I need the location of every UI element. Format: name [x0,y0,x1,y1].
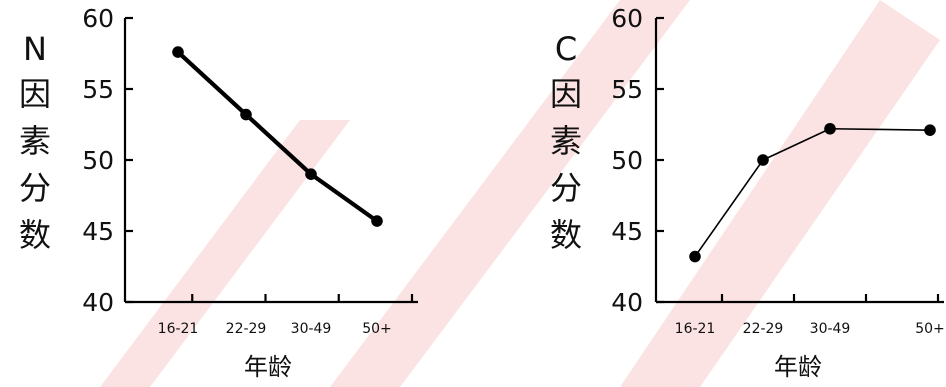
y-axis-label: 分 [550,169,582,207]
data-point [371,215,383,227]
y-tick-label: 50 [82,146,114,175]
x-tick-label: 30-49 [810,321,851,337]
y-tick-label: 60 [611,4,643,33]
data-point [924,124,936,136]
series-line [175,49,380,224]
y-axis-label: 因 [19,75,51,113]
y-axis-label: N [23,30,47,68]
x-tick-label: 50+ [362,321,392,337]
x-tick-label: 16-21 [158,321,199,337]
y-axis-label: 因 [550,75,582,113]
x-tick-label: 22-29 [226,321,267,337]
x-axis-label: 年龄 [244,353,292,381]
y-axis-label: 分 [19,169,51,207]
y-tick-label: 60 [82,4,114,33]
y-tick-label: 55 [611,75,643,104]
y-axis-label: 素 [19,122,51,160]
y-axis-label: 数 [19,216,51,254]
data-point [824,122,836,135]
data-point [172,46,184,58]
y-tick-label: 50 [611,146,643,175]
x-tick-label: 30-49 [291,321,332,337]
watermark [100,0,940,387]
x-tick-label: 22-29 [743,321,784,337]
y-tick-label: 40 [82,288,114,317]
data-point [240,108,252,121]
y-tick-label: 45 [82,217,114,246]
y-axis-label: 素 [550,122,582,160]
y-tick-label: 40 [611,288,643,317]
x-tick-label: 16-21 [675,321,716,337]
y-axis-label: 数 [550,216,582,254]
x-axis-label: 年龄 [774,353,822,381]
y-tick-label: 55 [82,75,114,104]
x-tick-label: 50+ [915,321,945,337]
data-point [305,168,317,180]
series-line [694,127,931,258]
data-point [689,250,701,263]
y-axis-label: C [555,30,577,68]
data-point [757,154,769,166]
y-tick-label: 45 [611,217,643,246]
